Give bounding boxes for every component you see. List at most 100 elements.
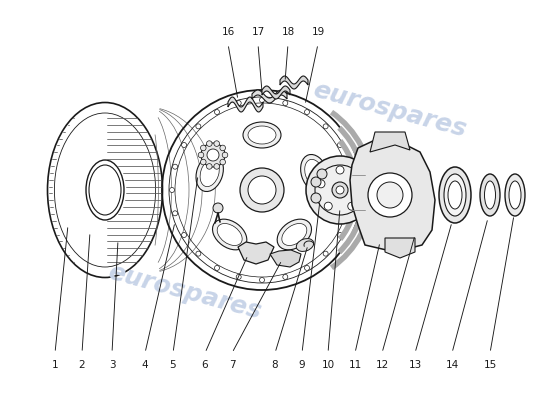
Circle shape <box>207 149 219 161</box>
Circle shape <box>206 164 212 169</box>
Ellipse shape <box>305 160 324 187</box>
Text: 7: 7 <box>229 360 235 370</box>
Text: 4: 4 <box>142 360 148 370</box>
Circle shape <box>182 142 186 148</box>
Circle shape <box>311 193 321 203</box>
Ellipse shape <box>196 154 223 192</box>
Circle shape <box>317 169 327 179</box>
Ellipse shape <box>212 219 247 250</box>
Circle shape <box>196 251 201 256</box>
Circle shape <box>196 124 201 129</box>
Circle shape <box>214 141 219 146</box>
Ellipse shape <box>505 174 525 216</box>
Circle shape <box>348 202 356 210</box>
Circle shape <box>236 274 241 280</box>
Polygon shape <box>280 76 308 89</box>
Polygon shape <box>370 132 410 152</box>
Circle shape <box>368 173 412 217</box>
Text: 9: 9 <box>299 360 305 370</box>
Circle shape <box>336 186 344 194</box>
Text: 5: 5 <box>170 360 177 370</box>
Circle shape <box>260 278 265 282</box>
Circle shape <box>323 251 328 256</box>
Circle shape <box>317 180 325 188</box>
Circle shape <box>377 182 403 208</box>
Circle shape <box>346 211 351 216</box>
Text: eurospares: eurospares <box>106 260 265 324</box>
Circle shape <box>306 156 374 224</box>
Text: 18: 18 <box>282 27 295 37</box>
Circle shape <box>311 177 321 187</box>
Polygon shape <box>238 242 274 264</box>
Text: 13: 13 <box>408 360 422 370</box>
Ellipse shape <box>296 238 314 252</box>
Circle shape <box>332 182 348 198</box>
Circle shape <box>240 168 284 212</box>
Circle shape <box>220 159 225 165</box>
Text: 17: 17 <box>251 27 265 37</box>
Circle shape <box>198 152 204 158</box>
Circle shape <box>236 100 241 106</box>
Circle shape <box>338 142 343 148</box>
Circle shape <box>220 145 225 151</box>
Circle shape <box>169 188 174 192</box>
Polygon shape <box>385 238 415 258</box>
Circle shape <box>248 176 276 204</box>
Ellipse shape <box>248 126 276 144</box>
Circle shape <box>173 164 178 169</box>
Ellipse shape <box>89 165 121 215</box>
Ellipse shape <box>448 181 462 209</box>
Circle shape <box>214 266 219 270</box>
Text: 12: 12 <box>375 360 389 370</box>
Text: 14: 14 <box>446 360 459 370</box>
Ellipse shape <box>444 174 466 216</box>
Circle shape <box>260 98 265 102</box>
Circle shape <box>182 232 186 238</box>
Circle shape <box>355 180 363 188</box>
Ellipse shape <box>439 167 471 223</box>
Ellipse shape <box>485 181 496 209</box>
Text: 1: 1 <box>52 360 58 370</box>
Circle shape <box>283 100 288 106</box>
Polygon shape <box>228 97 263 112</box>
Circle shape <box>323 124 328 129</box>
Polygon shape <box>252 90 287 103</box>
Circle shape <box>222 152 228 158</box>
Polygon shape <box>270 250 301 267</box>
Circle shape <box>173 211 178 216</box>
Circle shape <box>201 143 225 167</box>
Ellipse shape <box>480 174 500 216</box>
Polygon shape <box>350 140 435 252</box>
Ellipse shape <box>217 224 242 246</box>
Circle shape <box>346 164 351 169</box>
Circle shape <box>201 145 206 151</box>
Circle shape <box>336 166 344 174</box>
Circle shape <box>305 266 310 270</box>
Ellipse shape <box>301 154 328 192</box>
Text: 8: 8 <box>272 360 278 370</box>
Circle shape <box>206 141 212 146</box>
Ellipse shape <box>200 160 219 187</box>
Text: 11: 11 <box>348 360 362 370</box>
Circle shape <box>338 232 343 238</box>
Circle shape <box>349 188 355 192</box>
Circle shape <box>213 203 223 213</box>
Text: 10: 10 <box>321 360 334 370</box>
Text: 3: 3 <box>109 360 116 370</box>
Polygon shape <box>262 86 290 99</box>
Text: 16: 16 <box>221 27 235 37</box>
Circle shape <box>201 159 206 165</box>
Text: 19: 19 <box>311 27 324 37</box>
Ellipse shape <box>509 181 521 209</box>
Circle shape <box>324 202 332 210</box>
Ellipse shape <box>282 224 307 246</box>
Ellipse shape <box>243 122 281 148</box>
Text: 2: 2 <box>79 360 85 370</box>
Circle shape <box>214 110 219 114</box>
Text: 15: 15 <box>483 360 497 370</box>
Circle shape <box>315 165 365 215</box>
Circle shape <box>305 110 310 114</box>
Circle shape <box>214 164 219 169</box>
Text: 6: 6 <box>202 360 208 370</box>
Circle shape <box>283 274 288 280</box>
